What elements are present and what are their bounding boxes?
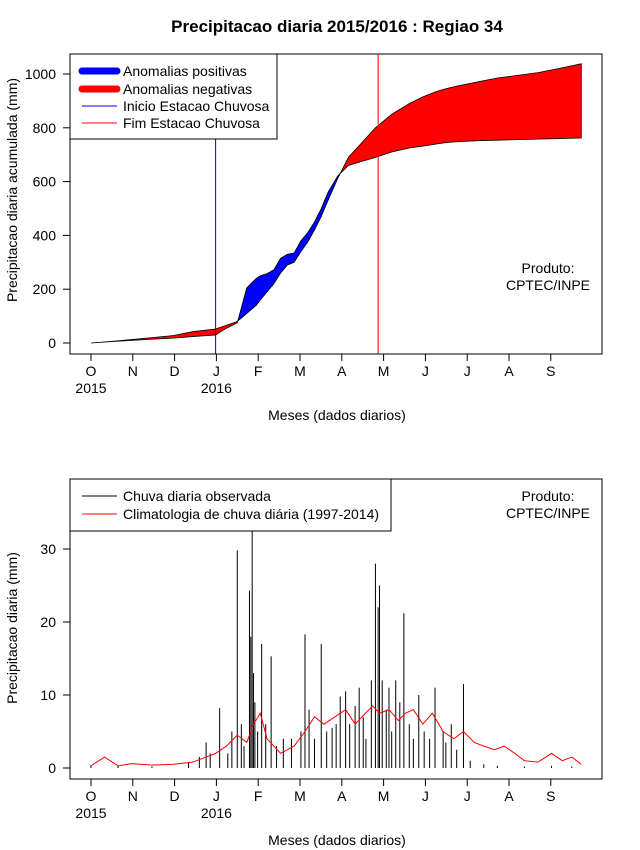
- legend-start: Inicio Estacao Chuvosa: [123, 98, 270, 114]
- y-tick-label: 0: [48, 760, 56, 776]
- bottom-lines: [90, 705, 582, 767]
- x-tick-label: A: [337, 363, 347, 379]
- x-tick-label: D: [170, 363, 180, 379]
- legend-negative: Anomalias negativas: [123, 81, 252, 97]
- x-year-label: 2015: [75, 380, 106, 396]
- positive-anomaly-area: [237, 173, 341, 323]
- x-tick-label: A: [504, 788, 514, 804]
- x-tick-label: N: [128, 363, 138, 379]
- bottom-y-label: Precipitacao diaria (mm): [4, 552, 20, 704]
- x-tick-label: M: [294, 363, 306, 379]
- accumulated-chart: 0 200 400 600 800 1000 O N D J F M A M J J A S 2015 2016 M…: [4, 53, 603, 423]
- x-tick-label: J: [213, 363, 220, 379]
- y-tick-label: 30: [40, 541, 56, 557]
- bottom-y-axis: 0 10 20 30: [40, 541, 71, 776]
- y-tick-label: 20: [40, 614, 56, 630]
- x-tick-label: S: [546, 363, 555, 379]
- chart-title: Precipitacao diaria 2015/2016 : Regiao 3…: [171, 17, 503, 36]
- top-x-label: Meses (dados diarios): [268, 407, 406, 423]
- y-tick-label: 10: [40, 687, 56, 703]
- bottom-annotation-line2: CPTEC/INPE: [506, 505, 590, 521]
- legend-climatology: Climatologia de chuva diária (1997-2014): [123, 506, 379, 522]
- bottom-x-label: Meses (dados diarios): [268, 832, 406, 848]
- y-tick-label: 800: [33, 120, 57, 136]
- x-tick-label: S: [546, 788, 555, 804]
- y-tick-label: 0: [48, 335, 56, 351]
- legend-end: Fim Estacao Chuvosa: [123, 115, 260, 131]
- x-tick-label: J: [422, 363, 429, 379]
- x-tick-label: F: [254, 363, 263, 379]
- top-y-label: Precipitacao diaria acumulada (mm): [4, 78, 20, 302]
- daily-chart: 0 10 20 30 O N D J F M A M J J A S 2015 2016 Meses (dado…: [4, 478, 603, 848]
- legend-positive: Anomalias positivas: [123, 63, 247, 79]
- top-y-axis: 0 200 400 600 800 1000: [25, 66, 71, 351]
- x-year-label: 2016: [201, 805, 232, 821]
- x-tick-label: A: [504, 363, 514, 379]
- climatology-line: [90, 705, 582, 767]
- bottom-x-axis: O N D J F M A M J J A S 2015 2016: [75, 778, 555, 821]
- x-tick-label: M: [294, 788, 306, 804]
- bottom-legend: Chuva diaria observada Climatologia de c…: [69, 478, 392, 532]
- x-tick-label: J: [464, 363, 471, 379]
- x-tick-label: O: [86, 788, 97, 804]
- x-tick-label: M: [378, 363, 390, 379]
- x-year-label: 2015: [75, 805, 106, 821]
- y-tick-label: 200: [33, 281, 57, 297]
- x-tick-label: A: [337, 788, 347, 804]
- y-tick-label: 600: [33, 174, 57, 190]
- daily-observed-bars: [90, 527, 573, 768]
- top-anomaly-fills: [90, 63, 582, 344]
- x-tick-label: J: [213, 788, 220, 804]
- x-tick-label: D: [170, 788, 180, 804]
- x-tick-label: F: [254, 788, 263, 804]
- legend-observed: Chuva diaria observada: [123, 488, 271, 504]
- x-tick-label: J: [422, 788, 429, 804]
- x-tick-label: O: [86, 363, 97, 379]
- top-legend: Anomalias positivas Anomalias negativas …: [69, 53, 278, 140]
- x-year-label: 2016: [201, 380, 232, 396]
- bottom-annotation-line1: Produto:: [522, 488, 575, 504]
- x-tick-label: J: [464, 788, 471, 804]
- top-annotation-line1: Produto:: [522, 260, 575, 276]
- x-tick-label: M: [378, 788, 390, 804]
- x-tick-label: N: [128, 788, 138, 804]
- top-annotation-line2: CPTEC/INPE: [506, 277, 590, 293]
- y-tick-label: 1000: [25, 66, 56, 82]
- negative-anomaly-area: [339, 63, 582, 174]
- bottom-legend-box: [69, 478, 392, 532]
- y-tick-label: 400: [33, 227, 57, 243]
- top-x-axis: O N D J F M A M J J A S 2015 2016: [75, 353, 555, 396]
